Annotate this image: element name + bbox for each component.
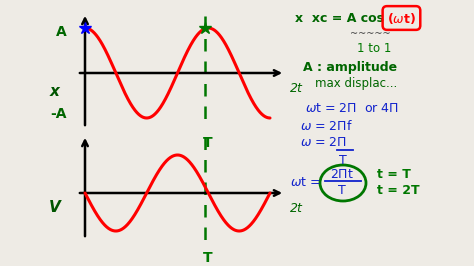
Text: t = 2T: t = 2T [377, 185, 419, 197]
Text: A: A [56, 26, 67, 39]
Text: A : amplitude: A : amplitude [303, 61, 397, 74]
Text: t = T: t = T [377, 168, 411, 181]
Text: $\omega$t = 2$\Pi$  or 4$\Pi$: $\omega$t = 2$\Pi$ or 4$\Pi$ [305, 102, 399, 114]
Text: 2t: 2t [290, 81, 303, 94]
Text: 2t: 2t [290, 202, 303, 214]
Text: T: T [338, 185, 346, 197]
Text: V: V [49, 201, 61, 215]
Text: x  xc = A cos: x xc = A cos [295, 11, 384, 24]
Text: ($\omega$t): ($\omega$t) [387, 10, 416, 26]
Text: -A: -A [51, 106, 67, 120]
Text: T: T [339, 155, 347, 168]
Text: 2$\Pi$t: 2$\Pi$t [330, 168, 354, 181]
Text: max displac...: max displac... [315, 77, 397, 90]
Text: ~~~~~: ~~~~~ [350, 29, 391, 39]
Text: 1 to 1: 1 to 1 [357, 41, 392, 55]
Text: $\omega$ = 2$\Pi$f: $\omega$ = 2$\Pi$f [300, 119, 353, 133]
Text: $\omega$t =: $\omega$t = [290, 177, 322, 189]
Text: x: x [50, 84, 60, 98]
Text: T: T [203, 136, 213, 150]
Text: $\omega$ = 2$\Pi$: $\omega$ = 2$\Pi$ [300, 136, 347, 149]
Text: T: T [203, 251, 213, 265]
